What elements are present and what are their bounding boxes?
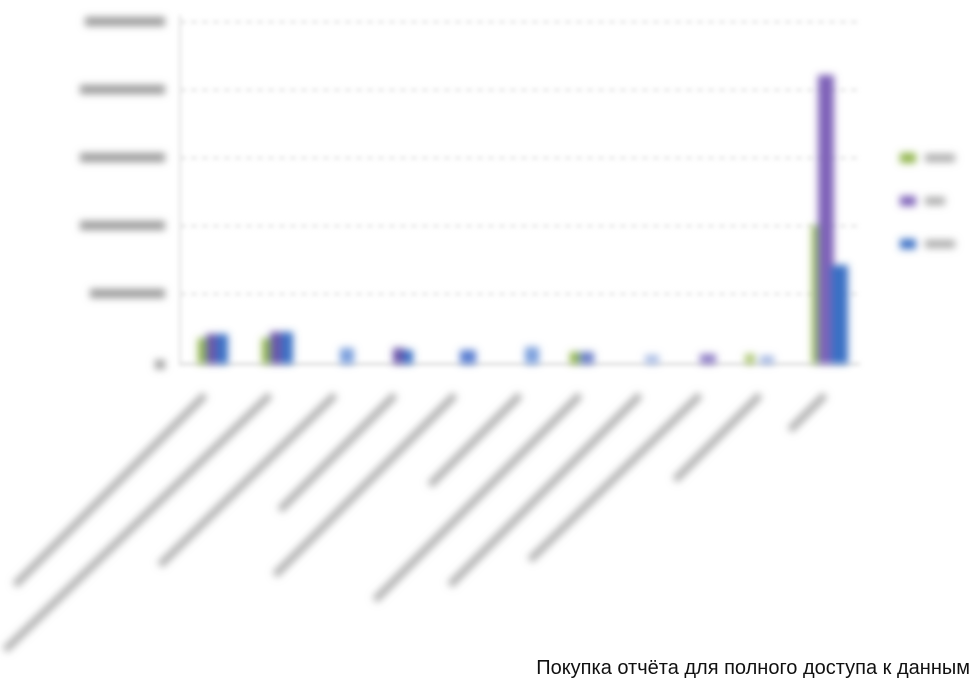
blurred-legend xyxy=(900,153,955,249)
blurred-chart-image xyxy=(2,15,955,653)
paywall-text[interactable]: Покупка отчёта для полного доступа к дан… xyxy=(536,657,970,679)
blurred-grid xyxy=(179,15,860,366)
blurred-bars xyxy=(198,75,848,364)
blurred-y-labels xyxy=(80,17,165,369)
blurred-x-labels xyxy=(2,392,828,653)
